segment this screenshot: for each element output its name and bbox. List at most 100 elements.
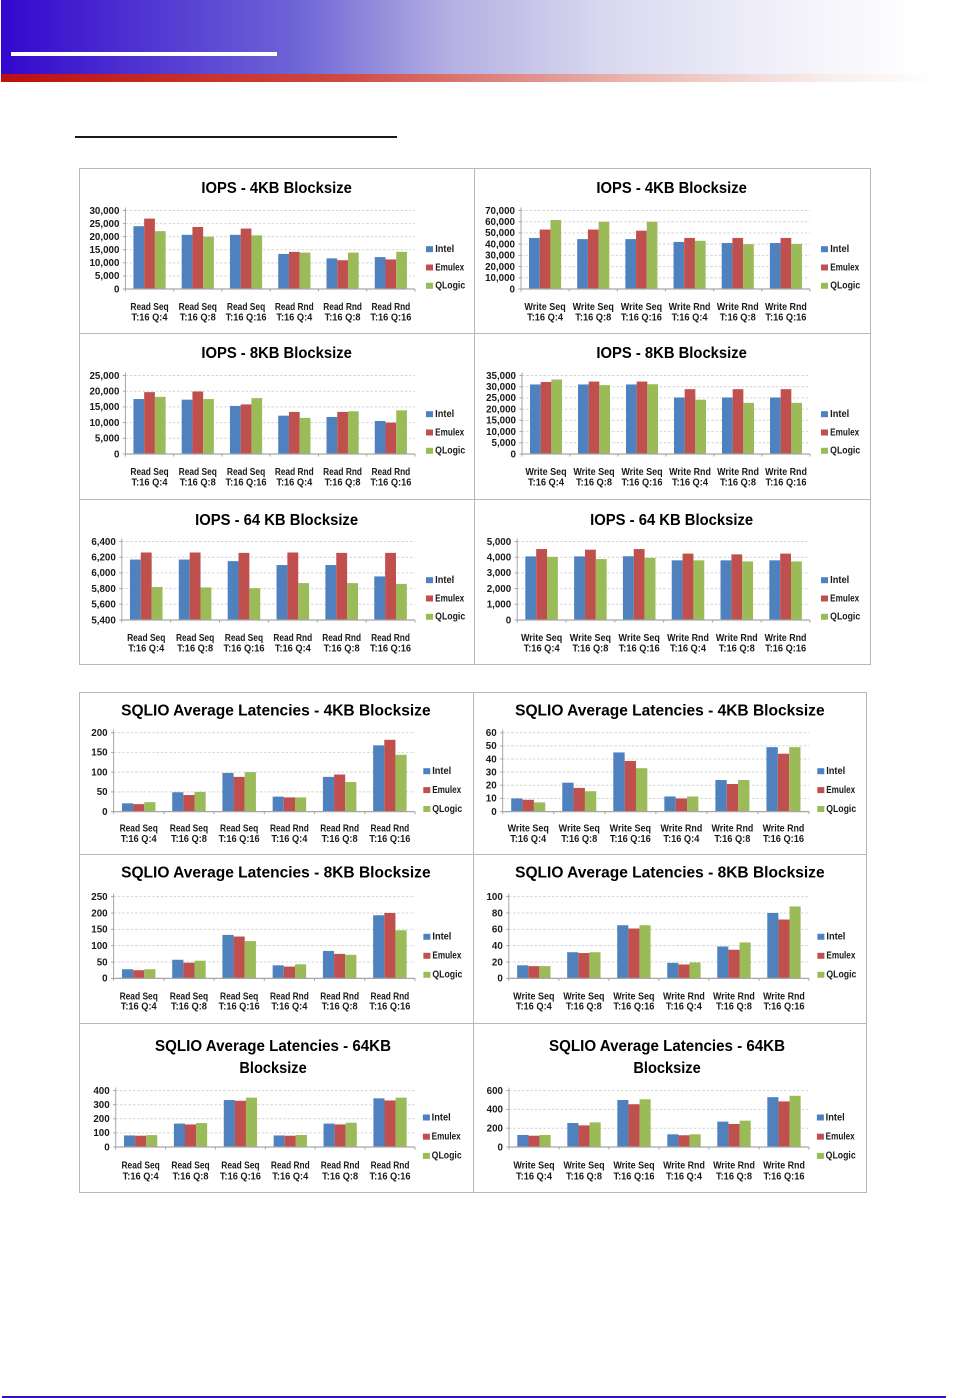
svg-text:200: 200 (486, 1123, 503, 1134)
svg-text:T:16 Q:16: T:16 Q:16 (613, 1171, 655, 1182)
svg-text:Write Seq: Write Seq (526, 467, 567, 478)
svg-text:Write Seq: Write Seq (521, 633, 562, 644)
svg-text:20,000: 20,000 (486, 404, 516, 415)
svg-text:IOPS - 4KB Blocksize: IOPS - 4KB Blocksize (201, 180, 352, 197)
svg-text:10,000: 10,000 (485, 273, 515, 284)
svg-text:0: 0 (102, 974, 108, 985)
svg-text:Read Seq: Read Seq (227, 302, 265, 313)
svg-text:6,200: 6,200 (91, 553, 116, 564)
svg-text:T:16 Q:8: T:16 Q:8 (180, 312, 217, 323)
svg-text:T:16 Q:4: T:16 Q:4 (121, 834, 158, 845)
svg-text:T:16 Q:8: T:16 Q:8 (561, 834, 598, 845)
svg-text:30: 30 (485, 767, 496, 778)
svg-text:0: 0 (114, 449, 120, 460)
svg-text:Read Rnd: Read Rnd (370, 823, 409, 834)
svg-text:QLogic: QLogic (830, 281, 860, 292)
svg-text:QLogic: QLogic (826, 969, 856, 980)
svg-text:QLogic: QLogic (435, 281, 465, 292)
svg-text:Read Rnd: Read Rnd (371, 467, 410, 478)
svg-text:Read Rnd: Read Rnd (371, 1160, 410, 1171)
svg-text:Write Rnd: Write Rnd (765, 633, 807, 644)
svg-text:100: 100 (486, 892, 503, 903)
svg-text:T:16 Q:16: T:16 Q:16 (766, 477, 808, 488)
svg-text:Read Seq: Read Seq (221, 1160, 259, 1171)
svg-text:Intel: Intel (826, 931, 845, 942)
svg-text:Write Rnd: Write Rnd (660, 823, 702, 834)
svg-text:SQLIO Average Latencies - 64KB: SQLIO Average Latencies - 64KB (155, 1038, 391, 1055)
svg-text:60,000: 60,000 (485, 217, 515, 228)
svg-text:10,000: 10,000 (89, 258, 119, 269)
svg-text:Emulex: Emulex (830, 594, 859, 605)
svg-text:Write Seq: Write Seq (613, 991, 654, 1002)
svg-text:Write Rnd: Write Rnd (717, 302, 759, 313)
svg-text:T:16 Q:4: T:16 Q:4 (128, 644, 165, 655)
svg-text:Intel: Intel (435, 409, 454, 420)
svg-text:T:16 Q:8: T:16 Q:8 (716, 1001, 753, 1012)
svg-text:Write Seq: Write Seq (558, 823, 599, 834)
svg-text:Read Seq: Read Seq (121, 1160, 159, 1171)
svg-text:Write Seq: Write Seq (563, 1160, 604, 1171)
svg-text:Read Rnd: Read Rnd (370, 991, 409, 1002)
svg-text:4,000: 4,000 (487, 553, 512, 564)
svg-text:0: 0 (102, 807, 108, 818)
svg-text:20: 20 (485, 781, 496, 792)
svg-text:T:16 Q:4: T:16 Q:4 (132, 477, 169, 488)
svg-text:10,000: 10,000 (89, 418, 119, 429)
svg-text:T:16 Q:16: T:16 Q:16 (370, 1171, 412, 1182)
svg-text:T:16 Q:16: T:16 Q:16 (765, 644, 807, 655)
svg-text:Intel: Intel (435, 244, 454, 255)
svg-text:Write Seq: Write Seq (507, 823, 548, 834)
svg-text:150: 150 (91, 925, 108, 936)
svg-text:Write Rnd: Write Rnd (762, 823, 804, 834)
svg-text:50: 50 (97, 787, 108, 798)
svg-text:SQLIO Average Latencies - 64KB: SQLIO Average Latencies - 64KB (549, 1038, 785, 1055)
svg-text:Emulex: Emulex (432, 1131, 461, 1142)
svg-text:T:16 Q:16: T:16 Q:16 (220, 1171, 262, 1182)
svg-text:QLogic: QLogic (825, 1150, 855, 1161)
svg-text:Write Rnd: Write Rnd (716, 633, 758, 644)
svg-text:IOPS - 64 KB Blocksize: IOPS - 64 KB Blocksize (195, 512, 358, 529)
svg-text:T:16 Q:8: T:16 Q:8 (322, 1001, 359, 1012)
svg-text:T:16 Q:8: T:16 Q:8 (324, 644, 361, 655)
svg-text:Read Rnd: Read Rnd (320, 823, 359, 834)
svg-text:T:16 Q:16: T:16 Q:16 (622, 477, 664, 488)
svg-text:Read Seq: Read Seq (220, 991, 258, 1002)
svg-text:Write Seq: Write Seq (570, 633, 611, 644)
svg-text:SQLIO Average Latencies - 8KB: SQLIO Average Latencies - 8KB Blocksize (121, 864, 431, 881)
svg-text:200: 200 (91, 908, 108, 919)
svg-text:Write Seq: Write Seq (613, 1160, 654, 1171)
svg-text:T:16 Q:4: T:16 Q:4 (516, 1001, 553, 1012)
svg-text:T:16 Q:4: T:16 Q:4 (666, 1171, 703, 1182)
svg-text:20,000: 20,000 (89, 386, 119, 397)
svg-text:Write Seq: Write Seq (573, 302, 614, 313)
svg-text:15,000: 15,000 (89, 245, 119, 256)
svg-text:Intel: Intel (830, 244, 849, 255)
svg-text:T:16 Q:8: T:16 Q:8 (566, 1171, 603, 1182)
svg-text:Write Seq: Write Seq (622, 467, 663, 478)
svg-text:3,000: 3,000 (487, 569, 512, 580)
svg-text:T:16 Q:16: T:16 Q:16 (766, 312, 808, 323)
svg-text:35,000: 35,000 (486, 371, 516, 382)
svg-text:15,000: 15,000 (486, 416, 516, 427)
svg-text:T:16 Q:16: T:16 Q:16 (219, 1001, 261, 1012)
svg-text:0: 0 (114, 284, 120, 295)
svg-text:Intel: Intel (432, 766, 451, 777)
svg-text:IOPS - 64 KB Blocksize: IOPS - 64 KB Blocksize (590, 512, 753, 529)
svg-text:150: 150 (91, 748, 108, 759)
svg-text:Read Rnd: Read Rnd (323, 302, 362, 313)
svg-text:Write Seq: Write Seq (609, 823, 650, 834)
svg-text:T:16 Q:4: T:16 Q:4 (670, 644, 707, 655)
svg-text:T:16 Q:8: T:16 Q:8 (325, 312, 362, 323)
svg-text:T:16 Q:4: T:16 Q:4 (528, 477, 565, 488)
svg-text:10,000: 10,000 (486, 427, 516, 438)
svg-text:20: 20 (492, 957, 503, 968)
svg-text:IOPS - 8KB Blocksize: IOPS - 8KB Blocksize (201, 345, 352, 362)
svg-text:T:16 Q:8: T:16 Q:8 (575, 312, 612, 323)
svg-text:T:16 Q:16: T:16 Q:16 (619, 644, 661, 655)
svg-text:Intel: Intel (830, 576, 849, 587)
svg-text:0: 0 (491, 807, 497, 818)
svg-text:Emulex: Emulex (826, 785, 855, 796)
svg-text:Read Rnd: Read Rnd (275, 467, 314, 478)
svg-text:Write Rnd: Write Rnd (765, 467, 807, 478)
svg-text:5,600: 5,600 (91, 600, 116, 611)
